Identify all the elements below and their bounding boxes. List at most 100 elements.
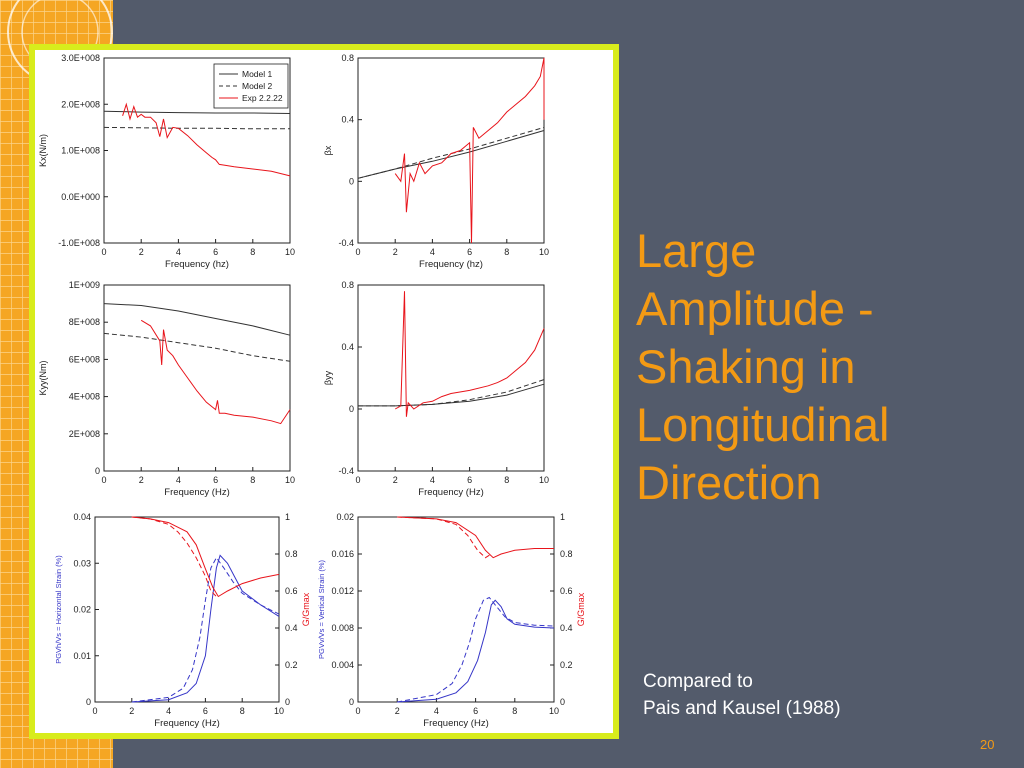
y2-tick-label: 0.4 [560, 623, 573, 633]
figure-charts: 0 2 4 6 8 10-1.0E+0080.0E+0001.0E+0082.0E+008… [38, 53, 586, 729]
y-tick-label: 0.0E+000 [61, 192, 100, 202]
y-tick-label: 0 [95, 466, 100, 476]
y2-tick-label: 0 [285, 697, 290, 707]
y-axis-label: βx [323, 145, 333, 155]
x-tick-label: 4 [430, 475, 435, 485]
x-tick-label: 0 [92, 706, 97, 716]
slide-title: Large Amplitude - Shaking in Longitudina… [636, 222, 1016, 512]
y-tick-label: -0.4 [338, 466, 354, 476]
x-tick-label: 4 [176, 475, 181, 485]
caption-line: Compared to [643, 671, 753, 692]
series-line-3 [131, 516, 280, 598]
y2-tick-label: 0.8 [560, 549, 573, 559]
x-tick-label: 6 [473, 706, 478, 716]
y2-tick-label: 0.2 [285, 660, 298, 670]
y-tick-label: 0 [349, 404, 354, 414]
plot-frame [103, 284, 291, 472]
x-tick-label: 6 [467, 247, 472, 257]
x-tick-label: 6 [467, 475, 472, 485]
x-tick-label: 2 [139, 475, 144, 485]
y2-tick-label: 0.6 [285, 586, 298, 596]
x-axis-label: Frequency (Hz) [423, 718, 488, 729]
chart-5: 0 2 4 6 8 1000.010.020.030.0400.20.40.60.81Fr… [54, 512, 311, 729]
y2-tick-label: 1 [285, 512, 290, 522]
slide-caption: Compared to Pais and Kausel (1988) [643, 668, 841, 722]
series-line-3 [140, 319, 291, 425]
title-line: Direction [636, 456, 822, 509]
y2-tick-label: 0.8 [285, 549, 298, 559]
y2-axis-label: G/Gmax [576, 592, 586, 626]
y-tick-label: 0.03 [73, 558, 91, 568]
legend-entry: Model 2 [242, 81, 273, 91]
x-axis-label: Frequency (hz) [419, 259, 483, 270]
series-line-2 [103, 332, 291, 362]
series-line-1 [397, 599, 555, 703]
x-axis-label: Frequency (Hz) [154, 718, 219, 729]
x-tick-label: 10 [285, 247, 295, 257]
x-tick-label: 8 [240, 706, 245, 716]
series-line-1 [131, 554, 280, 703]
y-tick-label: 0.4 [341, 342, 354, 352]
y-axis-label: Kx(N/m) [38, 134, 48, 167]
series-line-4 [131, 516, 217, 597]
x-tick-label: 8 [250, 475, 255, 485]
x-tick-label: 10 [539, 475, 549, 485]
y-tick-label: 0.02 [73, 605, 91, 615]
x-tick-label: 2 [393, 475, 398, 485]
x-axis-label: Frequency (hz) [165, 259, 229, 270]
y-tick-label: 1E+009 [69, 280, 100, 290]
series-line-3 [394, 57, 545, 244]
y-tick-label: 0.004 [331, 660, 354, 670]
y-tick-label: 2E+008 [69, 429, 100, 439]
series-line-1 [103, 303, 291, 336]
x-tick-label: 10 [549, 706, 559, 716]
series-line-2 [397, 596, 555, 703]
x-tick-label: 6 [213, 247, 218, 257]
x-tick-label: 10 [274, 706, 284, 716]
legend-entry: Model 1 [242, 69, 273, 79]
x-axis-label: Frequency (Hz) [164, 487, 229, 498]
chart-1: 0 2 4 6 8 10 -1.0E+008 0.0E+000 1.0E+008 2.0E+008… [38, 53, 295, 270]
x-tick-label: 2 [395, 706, 400, 716]
x-tick-label: 0 [355, 706, 360, 716]
y2-tick-label: 1 [560, 512, 565, 522]
y-tick-label: 1.0E+008 [61, 146, 100, 156]
x-tick-label: 8 [512, 706, 517, 716]
x-tick-label: 4 [176, 247, 181, 257]
y2-axis-label: G/Gmax [301, 592, 311, 626]
x-tick-label: 2 [139, 247, 144, 257]
y-tick-label: 6E+008 [69, 354, 100, 364]
title-line: Longitudinal [636, 398, 890, 451]
x-tick-label: 10 [285, 475, 295, 485]
y-tick-label: 4E+008 [69, 392, 100, 402]
x-tick-label: 8 [504, 247, 509, 257]
legend-entry: Exp 2.2.22 [242, 93, 283, 103]
y-tick-label: 0.008 [331, 623, 354, 633]
caption-line: Pais and Kausel (1988) [643, 698, 841, 719]
x-tick-label: 2 [129, 706, 134, 716]
x-tick-label: 6 [213, 475, 218, 485]
chart-3: 0 2 4 6 8 10 0 2E+008 4E+008 6E+008 8E+008 1E+009 Fr… [38, 280, 295, 498]
y-axis-label: βyy [323, 370, 333, 385]
x-tick-label: 4 [166, 706, 171, 716]
title-line: Shaking in [636, 340, 856, 393]
y-tick-label: 0.016 [331, 549, 354, 559]
y2-tick-label: 0.4 [285, 623, 298, 633]
y-tick-label: 0 [349, 697, 354, 707]
series-line-1 [357, 130, 545, 179]
x-tick-label: 4 [434, 706, 439, 716]
series-line-4 [397, 516, 492, 559]
x-tick-label: 6 [203, 706, 208, 716]
y-tick-label: 0.4 [341, 115, 354, 125]
y-tick-label: 0.8 [341, 280, 354, 290]
plot-frame [357, 57, 545, 244]
x-tick-label: 2 [393, 247, 398, 257]
y2-tick-label: 0.2 [560, 660, 573, 670]
plot-frame [357, 284, 545, 472]
y-axis-label: PGVh/Vs = Horizontal Strain (%) [54, 555, 63, 664]
y-tick-label: 0.04 [73, 512, 91, 522]
title-line: Large [636, 224, 757, 277]
plot-frame [94, 516, 280, 703]
plot-frame [357, 516, 555, 703]
